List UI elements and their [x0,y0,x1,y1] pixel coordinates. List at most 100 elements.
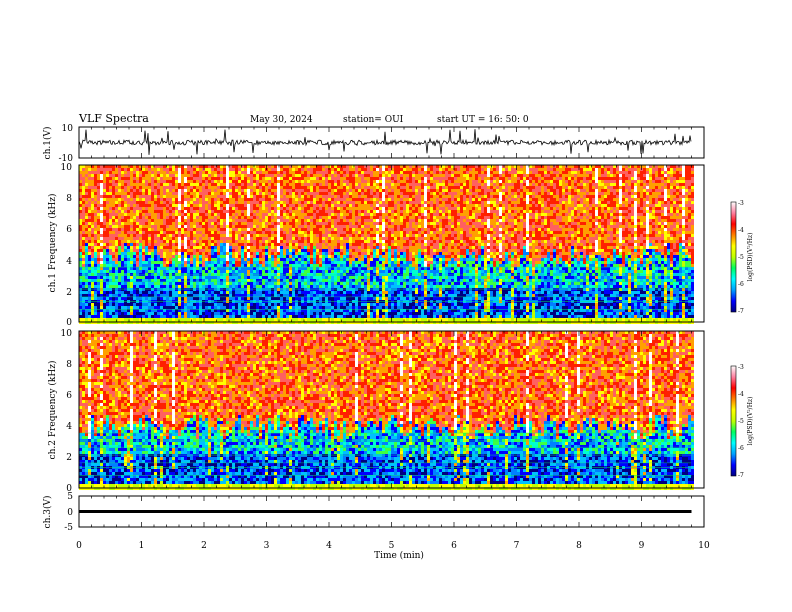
spectrogram-cell [325,243,328,246]
spectrogram-cell [166,270,169,273]
spectrogram-cell [328,291,331,294]
spectrogram-cell [130,201,133,204]
spectrogram-cell [241,177,244,180]
spectrogram-cell [82,285,85,288]
spectrogram-cell [88,267,91,270]
spectrogram-cell [196,186,199,189]
spectrogram-cell [217,189,220,192]
spectrogram-cell [205,261,208,264]
spectrogram-cell [271,261,274,264]
spectrogram-cell [100,255,103,258]
spectrogram-cell [127,237,130,240]
spectrogram-cell [88,282,91,285]
spectrogram-cell [262,198,265,201]
spectrogram-cell [181,225,184,228]
spectrogram-cell [91,240,94,243]
spectrogram-cell [97,198,100,201]
spectrogram-cell [112,216,115,219]
spectrogram-cell [196,297,199,300]
spectrogram-cell [115,204,118,207]
spectrogram-cell [157,258,160,261]
spectrogram-cell [82,276,85,279]
spectrogram-cell [121,255,124,258]
spectrogram-cell [85,174,88,177]
spectrogram-cell [133,240,136,243]
spectrogram-cell [256,180,259,183]
spectrogram-cell [250,282,253,285]
spectrogram-cell [331,291,334,294]
spectrogram-cell [352,237,355,240]
spectrogram-cell [238,180,241,183]
spectrogram-cell [235,168,238,171]
spectrogram-cell [133,225,136,228]
spectrogram-cell [127,243,130,246]
spectrogram-cell [166,303,169,306]
spectrogram-cell [145,306,148,309]
spectrogram-cell [100,288,103,291]
spectrogram-cell [286,279,289,282]
spectrogram-cell [307,177,310,180]
spectrogram-cell [142,201,145,204]
spectrogram-cell [82,186,85,189]
spectrogram-cell [217,258,220,261]
spectrogram-cell [292,168,295,171]
spectrogram-cell [265,216,268,219]
spectrogram-cell [334,255,337,258]
spectrogram-cell [163,165,166,168]
spectrogram-cell [346,279,349,282]
spectrogram-cell [340,309,343,312]
spectrogram-cell [283,231,286,234]
spectrogram-cell [244,210,247,213]
spectrogram-cell [109,312,112,315]
spectrogram-cell [94,291,97,294]
spectrogram-cell [226,171,229,174]
spectrogram-cell [289,207,292,210]
spectrogram-cell [271,306,274,309]
spectrogram-cell [79,231,82,234]
spectrogram-cell [145,177,148,180]
spectrogram-cell [172,183,175,186]
spectrogram-cell [262,228,265,231]
spectrogram-cell [100,294,103,297]
spectrogram-cell [175,207,178,210]
spectrogram-cell [82,228,85,231]
spectrogram-cell [103,225,106,228]
spectrogram-cell [286,174,289,177]
spectrogram-cell [91,249,94,252]
spectrogram-cell [211,309,214,312]
spectrogram-cell [241,315,244,318]
spectrogram-cell [313,216,316,219]
spectrogram-cell [226,288,229,291]
spectrogram-cell [253,303,256,306]
spectrogram-cell [277,243,280,246]
spectrogram-cell [349,249,352,252]
spectrogram-cell [82,183,85,186]
spectrogram-cell [82,225,85,228]
spectrogram-cell [160,264,163,267]
spectrogram-cell [322,213,325,216]
spectrogram-cell [190,195,193,198]
spectrogram-cell [295,168,298,171]
spectrogram-cell [190,315,193,318]
spectrogram-cell [169,204,172,207]
spectrogram-cell [148,186,151,189]
spectrogram-cell [229,219,232,222]
spectrogram-cell [292,219,295,222]
spectrogram-cell [100,195,103,198]
spectrogram-cell [97,318,100,321]
spectrogram-cell [136,288,139,291]
spectrogram-cell [145,249,148,252]
spectrogram-cell [343,186,346,189]
spectrogram-cell [184,180,187,183]
spectrogram-cell [187,174,190,177]
spectrogram-cell [175,255,178,258]
spectrogram-cell [79,195,82,198]
spectrogram-cell [271,177,274,180]
spectrogram-cell [190,183,193,186]
spectrogram-cell [244,270,247,273]
spectrogram-cell [274,309,277,312]
spectrogram-cell [337,282,340,285]
spectrogram-cell [271,201,274,204]
spectrogram-cell [109,303,112,306]
spectrogram-cell [226,258,229,261]
